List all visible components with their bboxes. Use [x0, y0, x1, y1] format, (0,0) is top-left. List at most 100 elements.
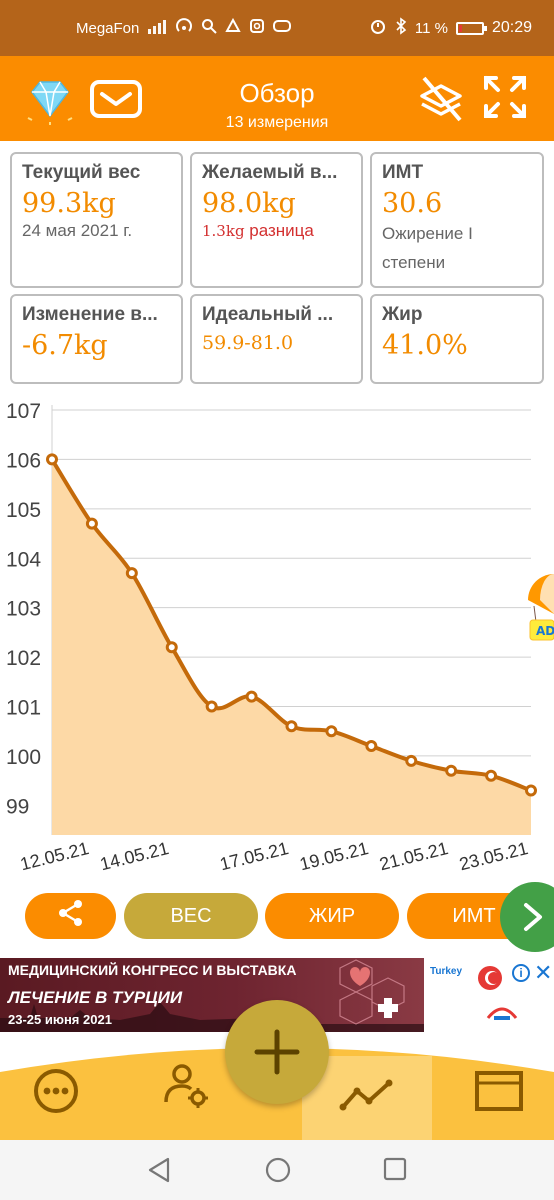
ad-info-icon[interactable]: i [512, 964, 530, 982]
bmi-category-line2: степени [382, 253, 446, 272]
search-icon [201, 18, 218, 38]
more-button[interactable] [16, 1046, 96, 1140]
signal-icon [147, 19, 167, 38]
status-left: MegaFon [76, 0, 292, 56]
body-fat-label: Жир [382, 304, 423, 325]
data-point[interactable] [245, 690, 258, 703]
data-point[interactable] [205, 700, 218, 713]
line-chart-icon [339, 1079, 395, 1118]
list-view-icon [474, 1070, 524, 1117]
mail-icon[interactable] [90, 74, 142, 126]
weight-change-value: -6.7kg [22, 330, 108, 361]
data-point[interactable] [445, 764, 458, 777]
ad-balloon[interactable]: AD [524, 570, 554, 642]
x-tick-label: 14.05.21 [98, 838, 171, 874]
y-tick-label: 101 [6, 697, 41, 720]
data-point[interactable] [125, 567, 138, 580]
list-view-button[interactable] [454, 1046, 544, 1140]
gamepad-icon [273, 19, 292, 37]
x-tick-label: 19.05.21 [298, 838, 371, 874]
x-tick-label: 21.05.21 [377, 838, 450, 874]
drive-icon [225, 17, 242, 38]
y-tick-label: 99 [6, 795, 29, 818]
data-point[interactable] [405, 754, 418, 767]
diamond-icon[interactable] [24, 74, 76, 126]
home-icon[interactable] [264, 1156, 292, 1189]
profile-settings-button[interactable] [146, 1046, 226, 1126]
bmi-value: 30.6 [382, 188, 443, 219]
carrier-name: MegaFon [76, 19, 140, 37]
current-weight-card[interactable]: Текущий вес 99.3kg 24 мая 2021 г. [10, 152, 183, 288]
battery-icon [455, 21, 487, 35]
x-tick-label: 17.05.21 [218, 838, 291, 874]
page-title: Обзор [239, 78, 315, 108]
current-weight-date: 24 мая 2021 г. [22, 221, 133, 240]
ideal-weight-card[interactable]: Идеальный ... 59.9-81.0 [190, 294, 363, 384]
status-bar: MegaFon 11 % 20:29 [0, 0, 554, 56]
target-weight-value: 98.0kg [202, 188, 296, 219]
data-point[interactable] [365, 740, 378, 753]
ad-banner-image[interactable]: МЕДИЦИНСКИЙ КОНГРЕСС И ВЫСТАВКА ЛЕЧЕНИЕ … [0, 958, 424, 1032]
ad-banner-logos: Turkey i ✕ [424, 958, 554, 1032]
add-measurement-button[interactable] [225, 1000, 329, 1104]
data-point[interactable] [325, 725, 338, 738]
app-header: Обзор 13 измерения [0, 56, 554, 141]
back-icon[interactable] [146, 1156, 172, 1189]
y-tick-label: 105 [6, 499, 41, 522]
data-point[interactable] [525, 784, 537, 797]
ad-emblem-icon [484, 998, 520, 1029]
weight-change-label: Изменение в... [22, 304, 158, 325]
y-tick-label: 103 [6, 598, 41, 621]
diff-value: 1.3kg [202, 222, 245, 240]
ad-banner-line2: ЛЕЧЕНИЕ В ТУРЦИИ [8, 988, 183, 1007]
ad-logo-icon [476, 964, 504, 997]
y-tick-label: 100 [6, 746, 41, 769]
data-point[interactable] [165, 641, 178, 654]
data-point[interactable] [46, 453, 58, 466]
chart-tab-button[interactable] [302, 1056, 432, 1140]
target-weight-card[interactable]: Желаемый в... 98.0kg 1.3kg разница [190, 152, 363, 288]
system-nav-bar [0, 1140, 554, 1200]
ad-brand: Turkey [430, 966, 463, 977]
bmi-category-line1: Ожирение I [382, 224, 473, 243]
ad-balloon-label: AD [536, 624, 554, 638]
x-tick-label: 12.05.21 [18, 838, 91, 874]
data-point[interactable] [85, 517, 98, 530]
body-fat-card[interactable]: Жир 41.0% [370, 294, 544, 384]
share-icon [56, 898, 86, 934]
weight-change-card[interactable]: Изменение в... -6.7kg [10, 294, 183, 384]
share-button[interactable] [25, 893, 116, 939]
bmi-card[interactable]: ИМТ 30.6 Ожирение I степени [370, 152, 544, 288]
clock: 20:29 [491, 19, 532, 36]
recents-icon[interactable] [383, 1157, 407, 1186]
weight-area-fill [52, 459, 531, 835]
data-point[interactable] [285, 720, 298, 733]
data-point[interactable] [485, 769, 498, 782]
fat-tab-button[interactable]: ЖИР [265, 893, 399, 939]
measurement-count: 13 измерения [225, 114, 329, 131]
diff-word: разница [249, 221, 314, 240]
hotspot-icon [175, 17, 193, 39]
y-tick-label: 106 [6, 449, 41, 472]
next-button[interactable] [500, 882, 554, 952]
more-icon [33, 1068, 79, 1119]
ideal-weight-value: 59.9-81.0 [202, 332, 294, 354]
weight-tab-button[interactable]: ВЕС [124, 893, 258, 939]
alarm-icon [369, 17, 387, 39]
ideal-weight-label: Идеальный ... [202, 304, 334, 325]
chevron-right-icon [522, 902, 546, 937]
y-tick-label: 107 [6, 400, 41, 423]
x-tick-label: 23.05.21 [457, 838, 530, 874]
fullscreen-icon[interactable] [482, 74, 534, 126]
instagram-icon [249, 18, 265, 38]
y-tick-label: 102 [6, 647, 41, 670]
ad-close-icon[interactable]: ✕ [534, 960, 553, 985]
current-weight-value: 99.3kg [22, 188, 116, 219]
status-right: 11 % 20:29 [369, 0, 532, 56]
plus-icon [253, 1028, 301, 1081]
ad-banner-line1: МЕДИЦИНСКИЙ КОНГРЕСС И ВЫСТАВКА [8, 962, 297, 978]
weight-chart[interactable]: 99 100 101 102 103 104 105 106 107 12.05.21 14.05.… [0, 398, 554, 898]
layers-off-icon[interactable] [416, 74, 468, 126]
target-weight-label: Желаемый в... [202, 162, 338, 183]
bluetooth-icon [395, 17, 407, 39]
